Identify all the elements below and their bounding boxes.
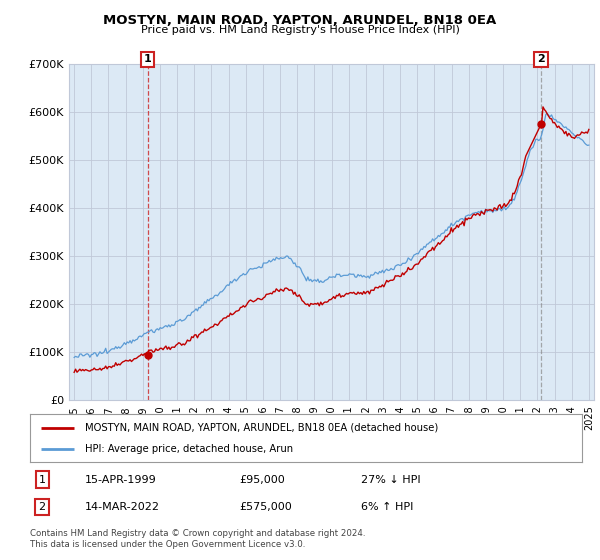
Text: 15-APR-1999: 15-APR-1999: [85, 474, 157, 484]
Text: 27% ↓ HPI: 27% ↓ HPI: [361, 474, 421, 484]
Text: 6% ↑ HPI: 6% ↑ HPI: [361, 502, 413, 512]
Text: HPI: Average price, detached house, Arun: HPI: Average price, detached house, Arun: [85, 444, 293, 454]
Text: £95,000: £95,000: [240, 474, 286, 484]
Text: MOSTYN, MAIN ROAD, YAPTON, ARUNDEL, BN18 0EA: MOSTYN, MAIN ROAD, YAPTON, ARUNDEL, BN18…: [103, 14, 497, 27]
Text: Contains HM Land Registry data © Crown copyright and database right 2024.
This d: Contains HM Land Registry data © Crown c…: [30, 529, 365, 549]
Text: 2: 2: [38, 502, 46, 512]
Text: £575,000: £575,000: [240, 502, 293, 512]
Text: 14-MAR-2022: 14-MAR-2022: [85, 502, 160, 512]
Text: 2: 2: [537, 54, 545, 64]
Text: Price paid vs. HM Land Registry's House Price Index (HPI): Price paid vs. HM Land Registry's House …: [140, 25, 460, 35]
Text: 1: 1: [38, 474, 46, 484]
Text: MOSTYN, MAIN ROAD, YAPTON, ARUNDEL, BN18 0EA (detached house): MOSTYN, MAIN ROAD, YAPTON, ARUNDEL, BN18…: [85, 423, 439, 433]
Text: 1: 1: [144, 54, 152, 64]
